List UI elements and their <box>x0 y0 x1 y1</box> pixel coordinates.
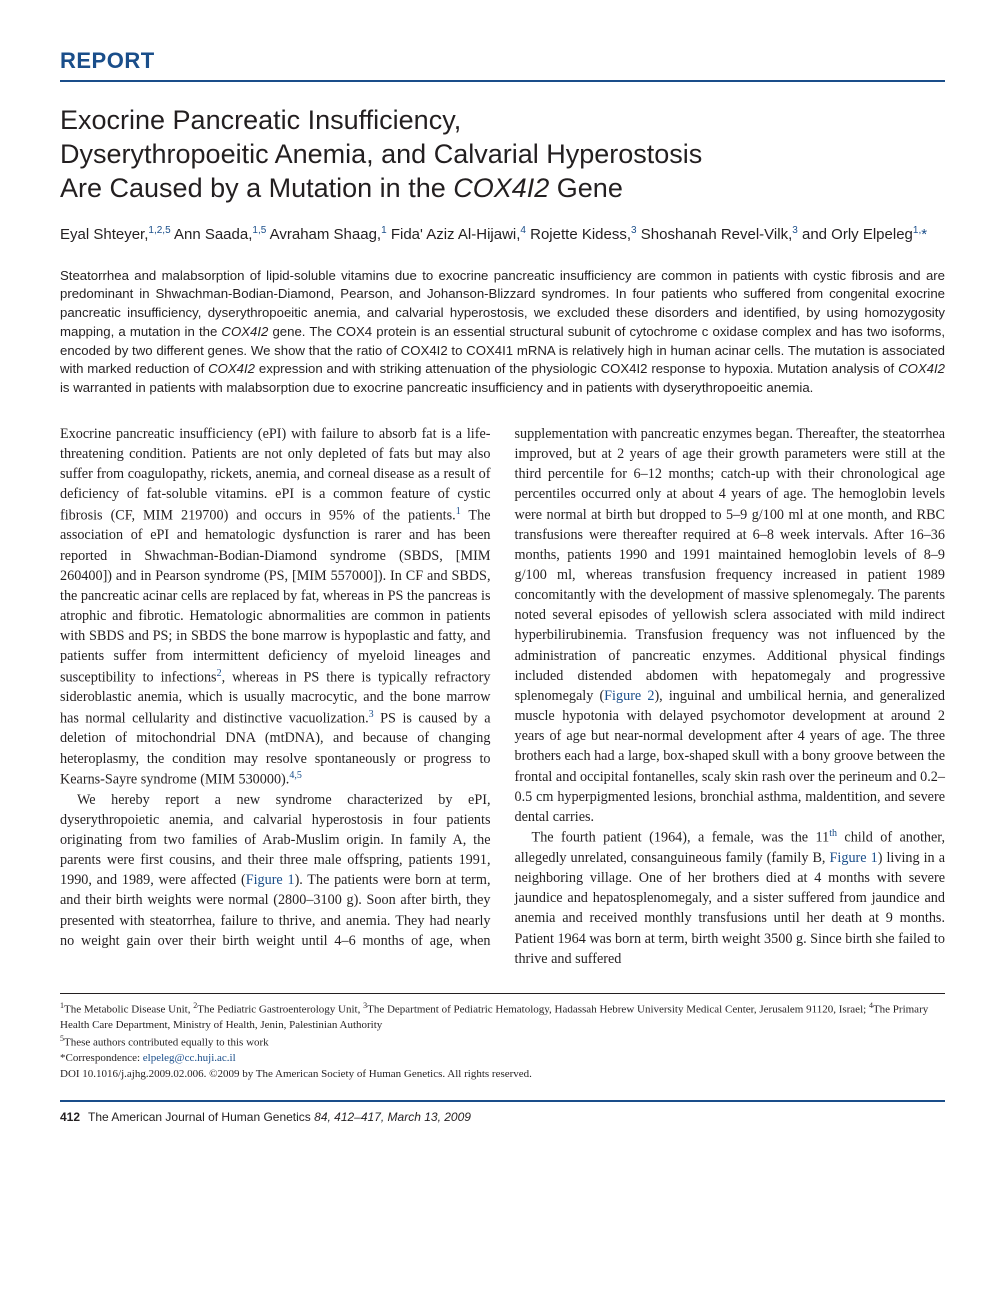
doi-line: DOI 10.1016/j.ajhg.2009.02.006. ©2009 by… <box>60 1067 945 1082</box>
equal-contribution-note: 5These authors contributed equally to th… <box>60 1033 945 1051</box>
correspondence-email[interactable]: elpeleg@cc.huji.ac.il <box>143 1052 236 1064</box>
body-para-3: The fourth patient (1964), a female, was… <box>515 827 946 969</box>
title-line-3a: Are Caused by a Mutation in the <box>60 173 453 203</box>
footer-citation: 412 The American Journal of Human Genetic… <box>60 1110 945 1124</box>
title-gene: COX4I2 <box>453 173 549 203</box>
correspondence-label: *Correspondence: <box>60 1052 143 1064</box>
body-columns: Exocrine pancreatic insufficiency (ePI) … <box>60 424 945 969</box>
author-list: Eyal Shteyer,1,2,5 Ann Saada,1,5 Avraham… <box>60 223 945 247</box>
journal-name: The American Journal of Human Genetics <box>88 1110 311 1124</box>
title-line-3b: Gene <box>549 173 623 203</box>
abstract: Steatorrhea and malabsorption of lipid-s… <box>60 267 945 398</box>
affiliations: 1The Metabolic Disease Unit, 2The Pediat… <box>60 1000 945 1033</box>
correspondence: *Correspondence: elpeleg@cc.huji.ac.il <box>60 1051 945 1066</box>
body-para-1: Exocrine pancreatic insufficiency (ePI) … <box>60 424 491 790</box>
title-line-1: Exocrine Pancreatic Insufficiency, <box>60 105 461 135</box>
footer-rule: 412 The American Journal of Human Genetic… <box>60 1100 945 1124</box>
page-number: 412 <box>60 1110 80 1124</box>
title-line-2: Dyserythropoeitic Anemia, and Calvarial … <box>60 139 702 169</box>
affiliations-block: 1The Metabolic Disease Unit, 2The Pediat… <box>60 993 945 1082</box>
section-label: REPORT <box>60 48 945 82</box>
volume-pages-date: 84, 412–417, March 13, 2009 <box>311 1110 471 1124</box>
article-title: Exocrine Pancreatic Insufficiency, Dyser… <box>60 104 945 205</box>
